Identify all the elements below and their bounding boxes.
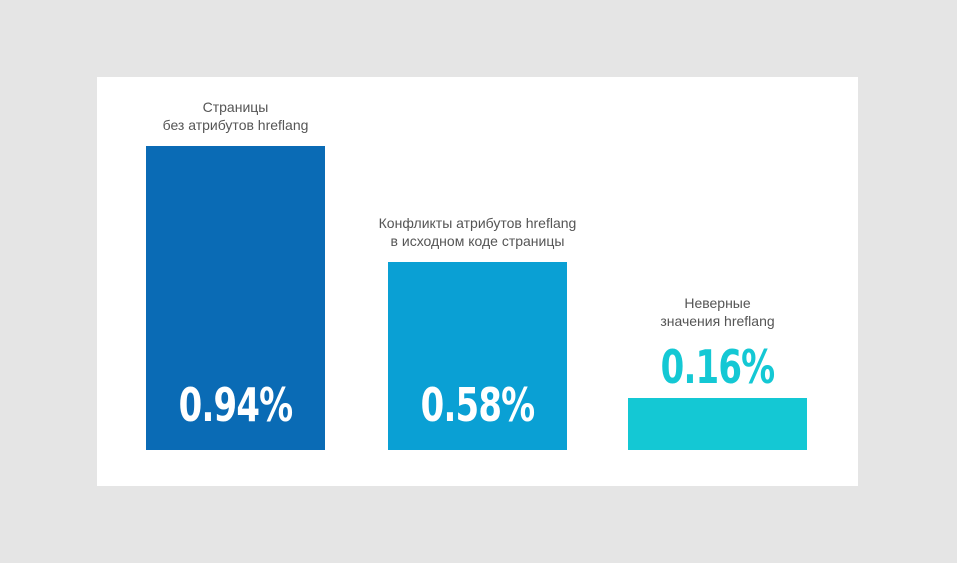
category-label: Конфликты атрибутов hreflang в исходном … (378, 215, 577, 250)
value-label: 0.94% (178, 378, 293, 432)
bar (388, 262, 567, 450)
category-label: Неверные значения hreflang (660, 295, 775, 330)
category-label: Страницы без атрибутов hreflang (162, 99, 309, 133)
bar (146, 146, 325, 450)
value-label: 0.58% (420, 378, 535, 432)
value-label: 0.16% (660, 340, 775, 395)
chart-card: 0.94% Страницы без атрибутов hreflang 0.58… (97, 77, 858, 486)
bar (628, 398, 807, 450)
